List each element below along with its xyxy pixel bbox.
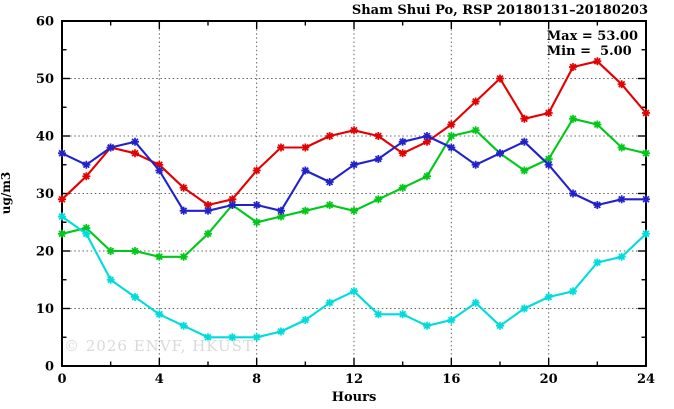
x-tick-label: 12: [345, 372, 363, 387]
y-tick-label: 40: [36, 130, 54, 145]
y-tick-label: 50: [36, 72, 54, 87]
x-tick-label: 4: [155, 372, 164, 387]
x-axis-label: Hours: [331, 390, 377, 405]
chart-title: Sham Shui Po, RSP 20180131–20180203: [351, 3, 648, 18]
y-tick-label: 10: [36, 302, 54, 317]
plot-border: [61, 20, 647, 367]
series-cyan-markers: [58, 212, 650, 342]
watermark: © 2026 ENVF, HKUST: [64, 337, 254, 355]
max-min-annotation: Max = 53.00 Min = 5.00: [547, 29, 638, 59]
x-tick-label: 24: [637, 372, 655, 387]
y-tick-label: 60: [36, 15, 54, 30]
series-green-markers: [58, 114, 650, 261]
x-tick-label: 20: [540, 372, 558, 387]
y-tick-label: 30: [36, 187, 54, 202]
x-tick-label: 8: [252, 372, 261, 387]
series-green-line: [61, 117, 647, 258]
min-value-label: Min = 5.00: [546, 44, 632, 59]
y-tick-label: 20: [36, 245, 54, 260]
max-value-label: Max = 53.00: [546, 29, 638, 44]
x-tick-label: 0: [57, 372, 66, 387]
y-axis-label: ug/m3: [0, 171, 13, 215]
y-tick-label: 0: [45, 360, 54, 375]
series-blue-markers: [58, 132, 650, 215]
x-tick-label: 16: [442, 372, 460, 387]
